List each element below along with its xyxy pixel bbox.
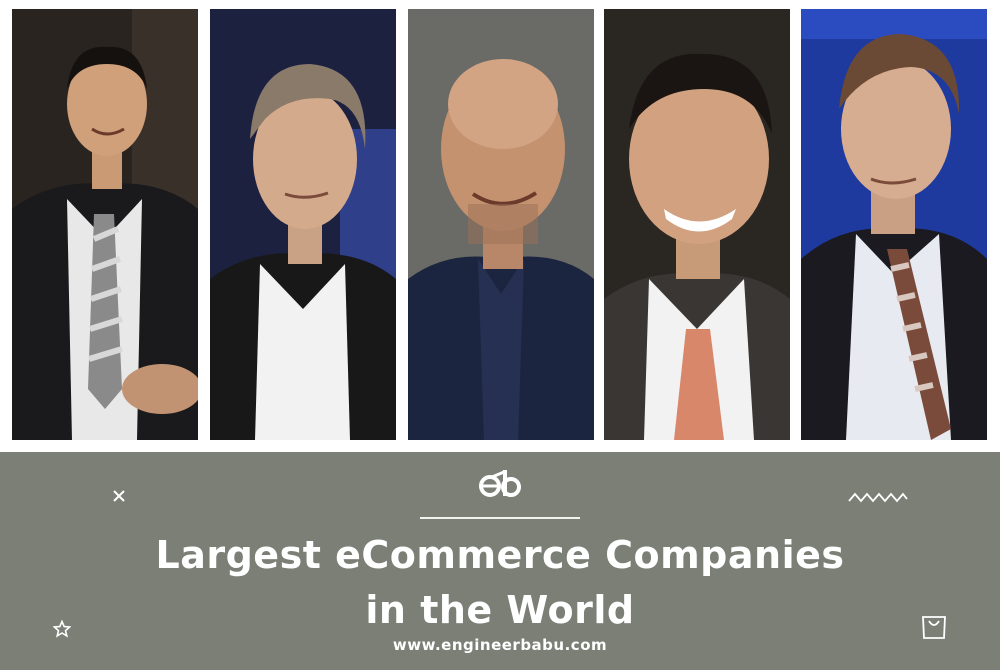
title-line-1: Largest eCommerce Companies — [155, 533, 845, 577]
engineerbabu-logo-icon — [479, 470, 521, 497]
portrait-photo-5 — [801, 9, 987, 440]
portrait-photo-1 — [12, 9, 198, 440]
website-url: www.engineerbabu.com — [392, 636, 608, 654]
portrait-photo-2 — [210, 9, 396, 440]
portrait-4-image — [604, 9, 790, 440]
portrait-2-image — [210, 9, 396, 440]
close-icon — [113, 490, 125, 502]
page-title: Largest eCommerce Companies in the World — [0, 528, 1000, 638]
zigzag-icon — [848, 492, 908, 503]
portrait-strip — [12, 9, 987, 440]
portrait-5-image — [801, 9, 987, 440]
portrait-photo-4 — [604, 9, 790, 440]
title-divider — [420, 517, 580, 519]
title-line-2: in the World — [365, 588, 635, 632]
star-icon — [53, 620, 71, 638]
portrait-photo-3 — [408, 9, 594, 440]
portrait-1-image — [12, 9, 198, 440]
portrait-3-image — [408, 9, 594, 440]
shopping-bag-icon — [922, 616, 946, 639]
